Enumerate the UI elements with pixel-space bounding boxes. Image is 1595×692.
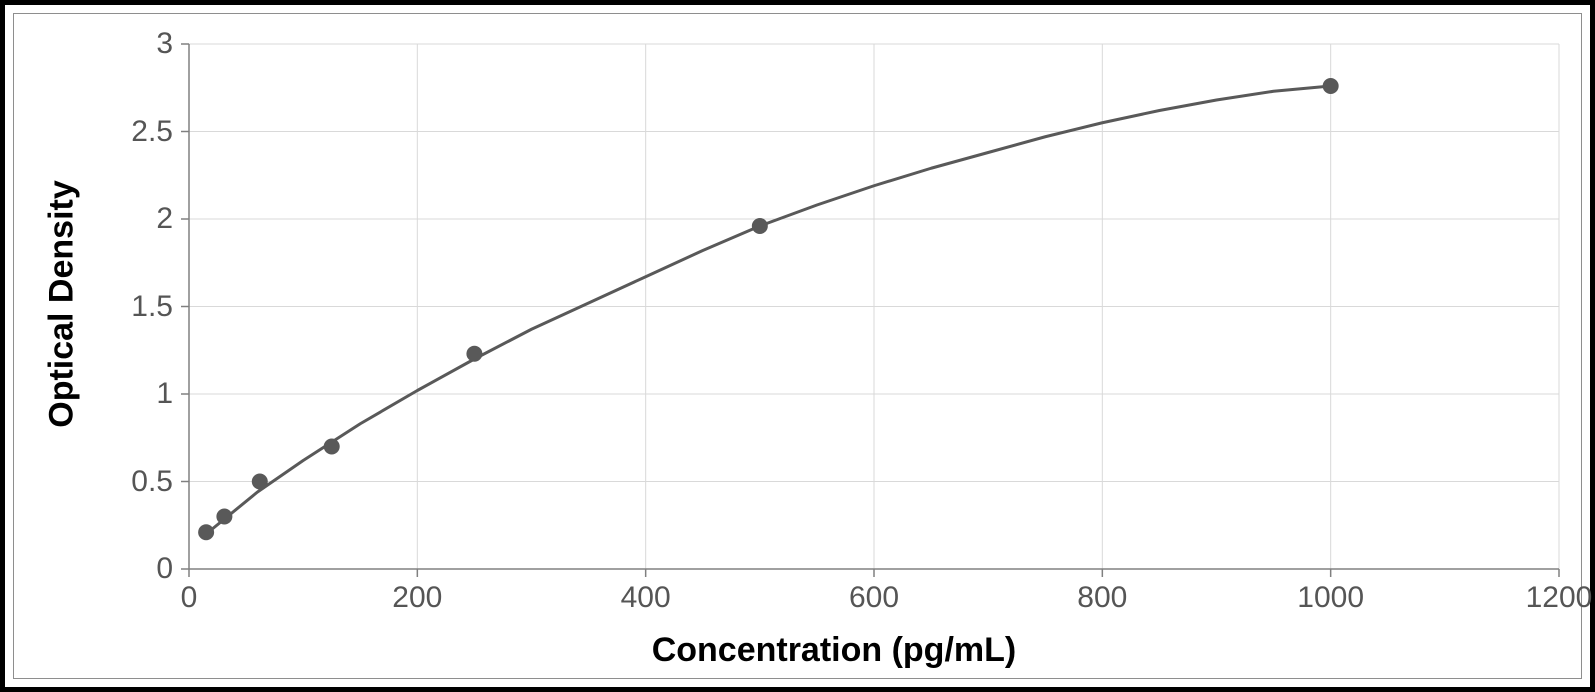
x-tick-label: 0 (139, 581, 239, 615)
x-tick-label: 1000 (1281, 581, 1381, 615)
x-tick-label: 200 (367, 581, 467, 615)
y-tick-label: 2 (156, 202, 173, 236)
x-tick-label: 800 (1052, 581, 1152, 615)
chart-outer-border: Optical Density Concentration (pg/mL) 00… (0, 0, 1595, 692)
chart-inner-border: Optical Density Concentration (pg/mL) 00… (13, 13, 1582, 679)
x-tick-label: 1200 (1509, 581, 1595, 615)
y-tick-label: 0.5 (131, 465, 173, 499)
y-tick-label: 3 (156, 27, 173, 61)
y-tick-label: 1 (156, 377, 173, 411)
x-tick-label: 400 (596, 581, 696, 615)
y-tick-label: 1.5 (131, 290, 173, 324)
x-tick-label: 600 (824, 581, 924, 615)
y-tick-label: 2.5 (131, 115, 173, 149)
